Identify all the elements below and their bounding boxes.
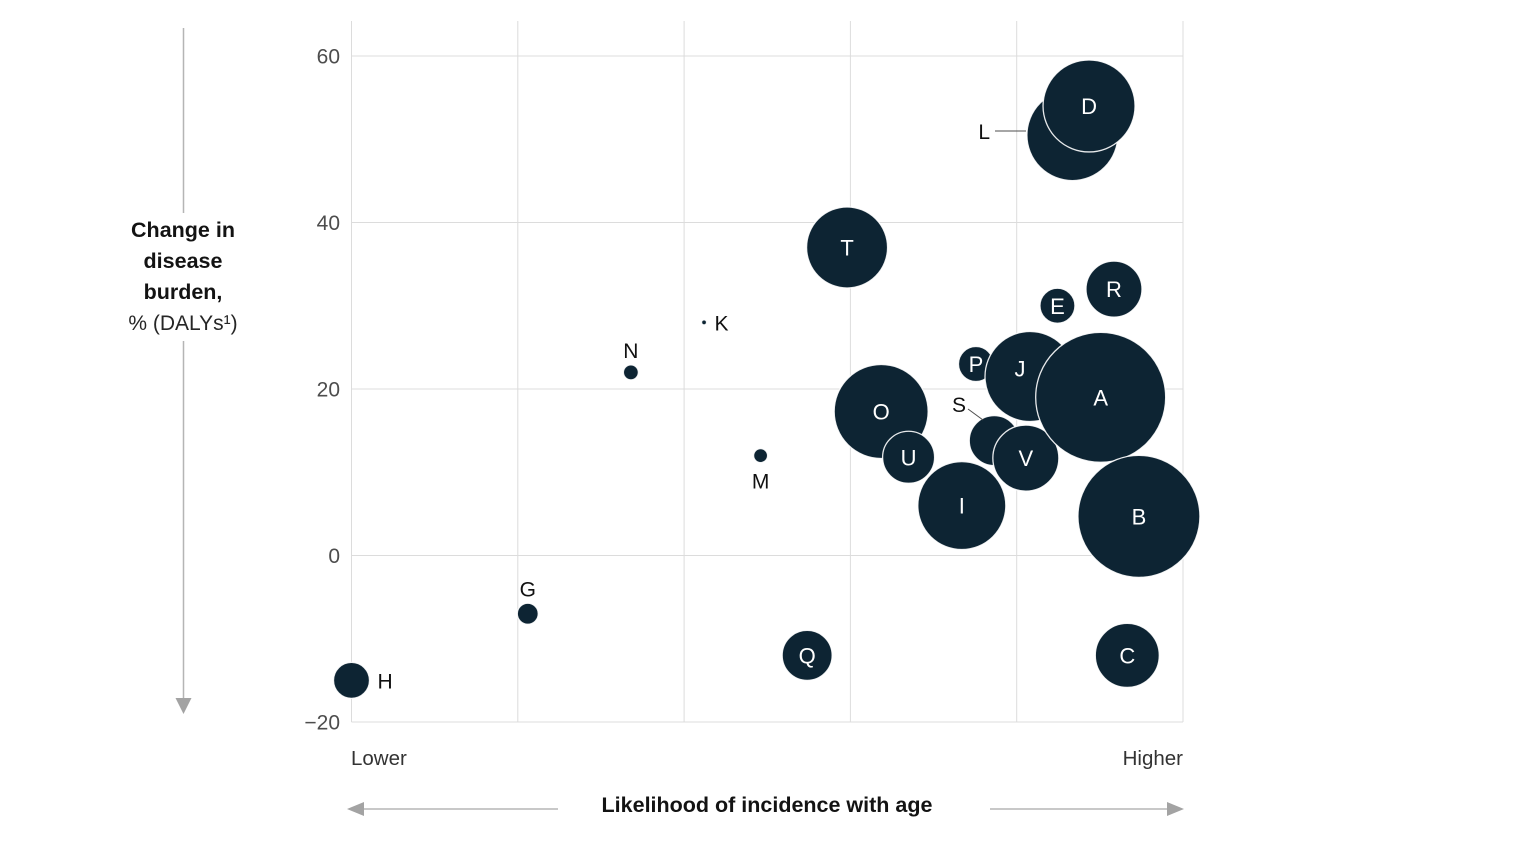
- bubble-label-A: A: [1093, 385, 1108, 410]
- bubble-V: [992, 424, 1060, 492]
- y-tick-label: 40: [317, 212, 340, 235]
- bubble-label-B: B: [1132, 504, 1147, 529]
- y-tick-label: 0: [328, 545, 340, 568]
- bubble-H: [332, 661, 371, 700]
- bubble-label-D: D: [1081, 94, 1097, 119]
- y-tick-label: 60: [317, 46, 340, 69]
- bubble-label-N: N: [623, 340, 638, 363]
- bubble-label-O: O: [873, 399, 890, 424]
- bubble-label-H: H: [378, 670, 393, 693]
- bubble-label-C: C: [1119, 643, 1135, 668]
- bubble-K: [700, 319, 708, 326]
- bubble-R: [1085, 260, 1143, 318]
- y-axis-title-line-2: disease: [143, 249, 223, 273]
- bubble-A: [1035, 331, 1167, 463]
- bubble-label-K: K: [715, 312, 729, 335]
- y-tick-label: −20: [304, 712, 340, 735]
- bubble-label-R: R: [1106, 277, 1122, 302]
- bubble-label-P: P: [969, 352, 984, 377]
- x-axis-title: Likelihood of incidence with age: [601, 793, 933, 817]
- y-axis-unit-label: % (DALYs¹): [128, 312, 238, 335]
- bubble-label-G: G: [520, 578, 536, 601]
- bubble-label-E: E: [1050, 294, 1065, 319]
- bubble-G: [516, 602, 539, 625]
- y-axis-title: Change in disease burden, % (DALYs¹): [88, 213, 278, 341]
- bubble-M: [752, 447, 769, 464]
- bubble-Q: [781, 629, 833, 682]
- bubble-label-Q: Q: [799, 643, 816, 668]
- bubble-label-T: T: [840, 235, 853, 260]
- bubble-label-M: M: [752, 471, 770, 494]
- bubble-C: [1094, 622, 1160, 689]
- y-axis-title-line-3: burden,: [143, 280, 223, 304]
- bubble-U: [881, 430, 936, 484]
- bubble-label-U: U: [901, 445, 917, 470]
- y-tick-label: 20: [317, 379, 340, 402]
- bubble-E: [1039, 287, 1076, 324]
- bubble-label-L: L: [978, 121, 990, 144]
- bubble-label-J: J: [1015, 357, 1026, 382]
- bubble-T: [805, 206, 889, 289]
- y-axis-title-line-1: Change in: [131, 218, 235, 242]
- x-axis-lower-label: Lower: [351, 747, 407, 770]
- bubble-label-S: S: [952, 394, 966, 417]
- x-axis-higher-label: Higher: [1122, 747, 1183, 770]
- right-arrow-icon: [1167, 802, 1184, 816]
- bubble-N: [622, 364, 640, 381]
- down-arrow-icon: [175, 698, 192, 714]
- bubble-I: [917, 460, 1007, 551]
- bubble-D: [1042, 59, 1136, 153]
- bubble-label-V: V: [1019, 446, 1034, 471]
- leader-line-S: [967, 408, 984, 421]
- bubble-B: [1077, 454, 1201, 579]
- bubble-label-I: I: [959, 494, 965, 519]
- left-arrow-icon: [347, 802, 364, 816]
